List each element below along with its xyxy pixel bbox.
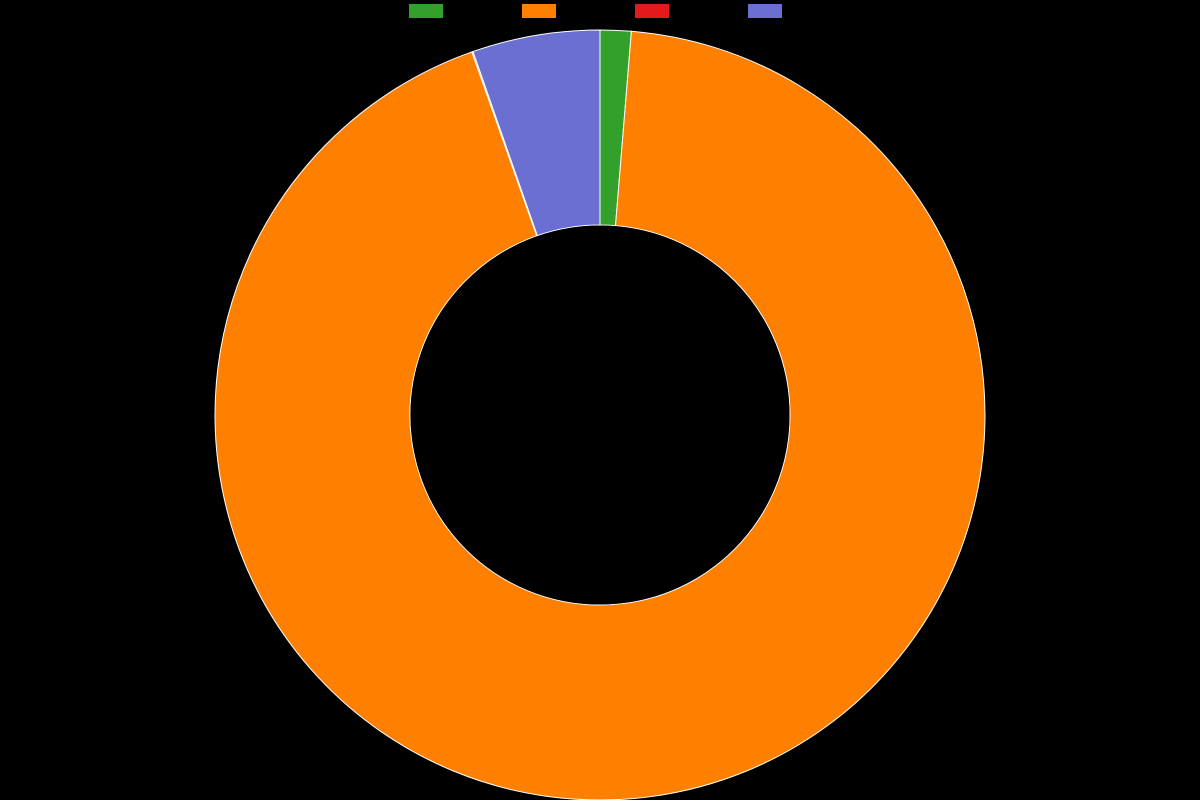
legend xyxy=(0,4,1200,18)
legend-item xyxy=(748,4,791,18)
donut-hole xyxy=(411,226,790,605)
legend-item xyxy=(522,4,565,18)
donut-chart-container xyxy=(0,28,1200,800)
donut-chart xyxy=(213,28,987,800)
legend-item xyxy=(635,4,678,18)
legend-swatch xyxy=(635,4,669,18)
legend-item xyxy=(409,4,452,18)
legend-swatch xyxy=(522,4,556,18)
legend-swatch xyxy=(409,4,443,18)
chart-stage xyxy=(0,0,1200,800)
legend-swatch xyxy=(748,4,782,18)
